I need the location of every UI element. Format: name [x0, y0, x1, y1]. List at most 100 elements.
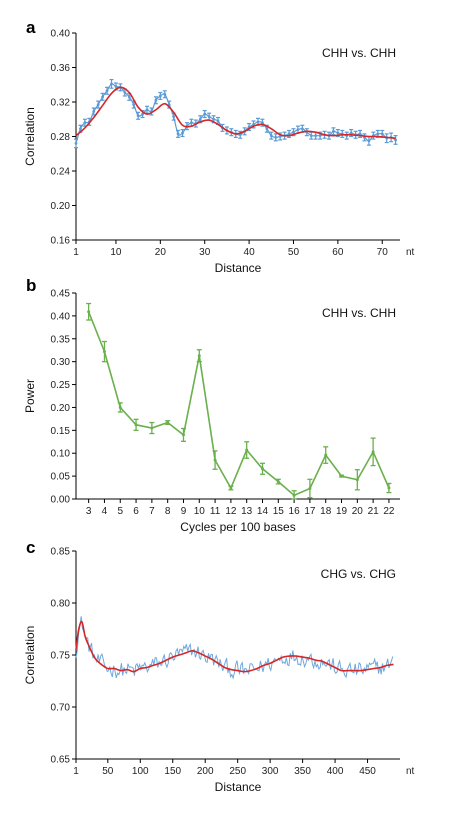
y-tick-label: 0.65 — [51, 755, 71, 766]
x-tick-label: 19 — [336, 506, 348, 517]
x-tick-label: 70 — [377, 247, 389, 258]
data-point — [332, 129, 335, 133]
data-point — [260, 467, 264, 471]
x-tick-label: 150 — [164, 766, 181, 777]
data-point — [309, 134, 313, 138]
data-point — [150, 426, 154, 430]
y-tick-label: 0.15 — [51, 426, 71, 437]
series-line — [75, 616, 394, 680]
data-point — [74, 142, 78, 145]
x-unit-label: nt — [406, 766, 415, 777]
data-point — [101, 95, 105, 99]
x-tick-label: 1 — [73, 766, 79, 777]
data-point — [387, 486, 391, 490]
panel-title: CHH vs. CHH — [322, 46, 396, 60]
x-tick-label: 200 — [197, 766, 214, 777]
data-point — [308, 486, 312, 490]
data-point — [132, 103, 136, 106]
x-tick-label: 5 — [117, 506, 123, 517]
data-point — [300, 127, 304, 131]
data-point — [92, 110, 96, 113]
data-point — [163, 92, 167, 96]
data-point — [198, 117, 202, 121]
x-tick-label: 250 — [229, 766, 246, 777]
data-point — [105, 89, 109, 93]
x-tick-label: 21 — [368, 506, 380, 517]
x-tick-label: 100 — [132, 766, 149, 777]
data-point — [367, 139, 371, 143]
data-point — [355, 478, 359, 482]
y-tick-label: 0.85 — [51, 547, 71, 558]
x-tick-label: 300 — [262, 766, 279, 777]
x-tick-label: 12 — [225, 506, 237, 517]
x-tick-label: 20 — [352, 506, 364, 517]
series-points-with-error-bars — [74, 78, 398, 149]
y-tick-label: 0.10 — [51, 449, 71, 460]
panel-a: a CHH vs. CHH 0.16 0.20 0.24 0.28 0.32 0.36 0.40… — [23, 18, 415, 275]
x-tick-label: 22 — [383, 506, 395, 517]
y-tick-label: 0.32 — [51, 98, 71, 109]
x-tick-label: 40 — [244, 247, 256, 258]
data-point — [292, 130, 295, 134]
data-point — [118, 405, 122, 409]
y-axis-title: Correlation — [23, 626, 37, 685]
x-axis-title: Distance — [215, 780, 262, 794]
x-tick-label: 20 — [155, 247, 167, 258]
data-point — [245, 448, 249, 452]
x-tick-label: 1 — [73, 247, 79, 258]
x-axis-title: Distance — [215, 261, 262, 275]
x-axis-title: Cycles per 100 bases — [180, 520, 295, 534]
data-point — [79, 127, 82, 131]
data-point — [292, 493, 296, 497]
panel-title: CHH vs. CHH — [322, 306, 396, 320]
data-point — [176, 132, 180, 136]
y-tick-label: 0.35 — [51, 334, 71, 345]
y-tick-label: 0.40 — [51, 311, 71, 322]
data-point — [380, 132, 384, 136]
y-tick-label: 0.75 — [51, 651, 71, 662]
y-tick-label: 0.00 — [51, 495, 71, 506]
data-point — [229, 486, 233, 490]
data-point — [216, 119, 220, 123]
data-point — [127, 95, 131, 99]
data-point — [110, 82, 113, 86]
y-tick-label: 0.36 — [51, 63, 71, 74]
data-point — [274, 135, 278, 139]
x-tick-label: 14 — [257, 506, 269, 517]
panel-title: CHG vs. CHG — [321, 567, 396, 581]
data-point — [136, 114, 140, 118]
data-point — [87, 310, 91, 314]
data-point — [145, 108, 149, 112]
y-tick-label: 0.16 — [51, 236, 71, 247]
x-tick-label: 4 — [102, 506, 108, 517]
y-axis-title: Correlation — [23, 107, 37, 166]
x-tick-label: 30 — [199, 247, 211, 258]
smooth-fit-line — [75, 86, 396, 140]
x-tick-label: 60 — [332, 247, 344, 258]
data-point — [181, 433, 185, 437]
x-tick-label: 13 — [241, 506, 253, 517]
y-tick-label: 0.24 — [51, 167, 71, 178]
data-point — [213, 458, 217, 462]
data-point — [336, 131, 340, 135]
x-tick-label: 7 — [149, 506, 155, 517]
data-point — [203, 112, 207, 116]
data-point — [172, 115, 176, 119]
x-tick-label: 16 — [289, 506, 301, 517]
data-point — [371, 450, 375, 454]
data-point — [340, 474, 344, 478]
x-tick-label: 10 — [110, 247, 122, 258]
data-point — [207, 115, 211, 119]
data-point — [102, 350, 106, 354]
x-tick-label: 400 — [327, 766, 344, 777]
y-axis-title: Power — [23, 379, 37, 413]
y-tick-label: 0.30 — [51, 357, 71, 368]
data-point — [394, 138, 397, 142]
y-tick-label: 0.40 — [51, 29, 71, 40]
x-tick-label: 17 — [304, 506, 316, 517]
data-point — [358, 132, 362, 136]
data-point — [166, 421, 170, 425]
panel-letter: a — [26, 18, 36, 37]
data-point — [256, 120, 260, 124]
x-tick-label: 50 — [102, 766, 114, 777]
